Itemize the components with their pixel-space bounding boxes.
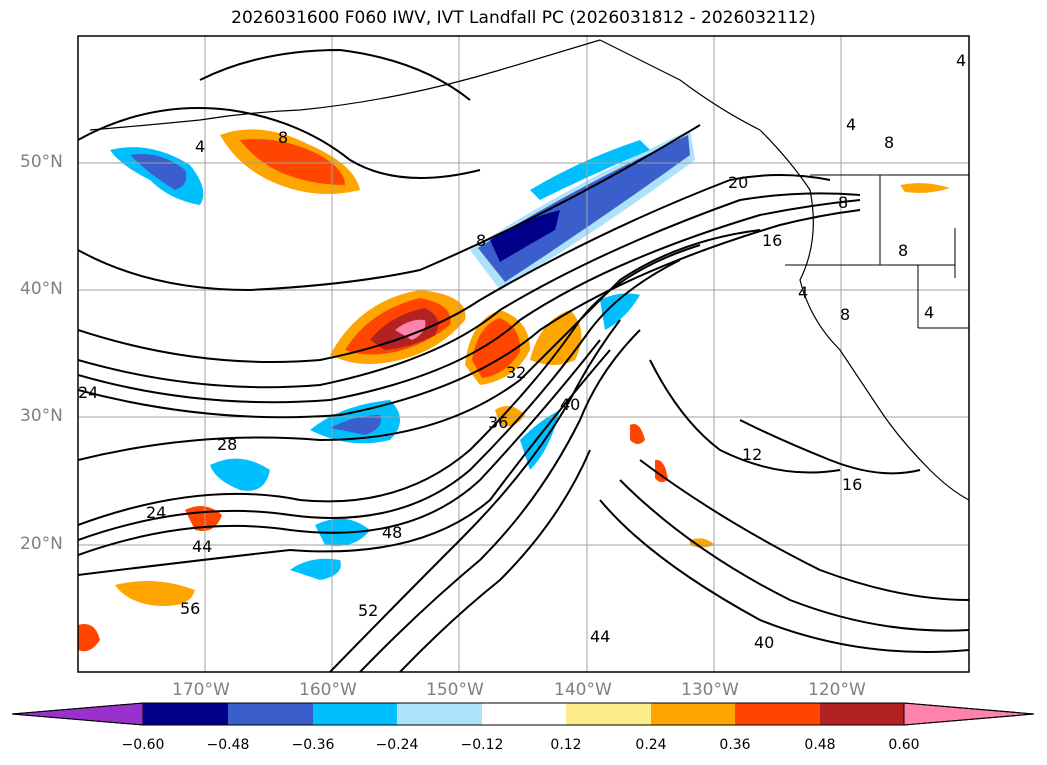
colorbar-tick-label: −0.24	[375, 737, 419, 753]
colorbar-tick-label: 0.60	[888, 737, 920, 753]
colorbar-tick-label: 0.36	[719, 737, 751, 753]
contour-label: 8	[278, 128, 288, 147]
iwv-contours	[78, 48, 969, 672]
colorbar-segment	[482, 703, 566, 725]
map-title: 2026031600 F060 IWV, IVT Landfall PC (20…	[231, 8, 816, 28]
contour-label: 8	[884, 133, 894, 152]
contour-label: 44	[192, 537, 212, 556]
lon-label: 120°W	[808, 680, 866, 700]
coastline	[89, 39, 969, 501]
contour-label: 24	[146, 503, 166, 522]
lon-label: 160°W	[299, 680, 357, 700]
contour-label: 16	[762, 231, 782, 250]
contour-label: 8	[898, 241, 908, 260]
contour-label: 4	[924, 303, 934, 322]
contour-label: 56	[180, 599, 200, 618]
colorbar-segment	[566, 703, 651, 725]
colorbar-tick-label: −0.60	[121, 737, 165, 753]
political-borders	[785, 174, 969, 329]
contour-label: 24	[78, 383, 98, 402]
lat-label: 20°N	[20, 534, 63, 554]
lon-label: 170°W	[172, 680, 230, 700]
lat-label: 40°N	[20, 279, 63, 299]
colorbar-tick-label: 0.24	[635, 737, 667, 753]
lon-label: 150°W	[426, 680, 484, 700]
colorbar-tick-label: −0.36	[291, 737, 335, 753]
contour-label: 32	[506, 363, 526, 382]
lat-label: 50°N	[20, 152, 63, 172]
colorbar-tick-label: −0.12	[460, 737, 504, 753]
colorbar-tick-label: 0.12	[550, 737, 582, 753]
colorbar	[11, 702, 1035, 726]
negative-anomaly-jet-max	[490, 210, 560, 262]
contour-label: 48	[382, 523, 402, 542]
colorbar-segment	[735, 703, 820, 725]
contour-label: 4	[798, 283, 808, 302]
contour-label: 16	[842, 475, 862, 494]
contour-label: 12	[742, 445, 762, 464]
contour-label: 36	[488, 413, 508, 432]
colorbar-segment	[143, 703, 228, 725]
contour-label: 40	[754, 633, 774, 652]
colorbar-tick-label: 0.48	[804, 737, 836, 753]
lat-label: 30°N	[20, 406, 63, 426]
contour-label: 8	[476, 231, 486, 250]
contour-label: 28	[217, 435, 237, 454]
contour-label: 40	[560, 395, 580, 414]
colorbar-segment	[651, 703, 735, 725]
negative-anomaly-jet-core	[478, 135, 690, 282]
colorbar-segment	[11, 702, 144, 726]
colorbar-segment	[397, 703, 482, 725]
contour-label: 4	[846, 115, 856, 134]
map-frame	[77, 35, 970, 673]
contour-label: 8	[838, 193, 848, 212]
contour-label: 52	[358, 601, 378, 620]
colorbar-segment	[313, 703, 397, 725]
contour-label: 20	[728, 173, 748, 192]
contour-label: 44	[590, 627, 610, 646]
colorbar-segment	[903, 702, 1035, 726]
colorbar-segment	[820, 703, 904, 725]
colorbar-segment	[228, 703, 313, 725]
contour-label: 4	[195, 137, 205, 156]
shaded-anomaly-layer	[78, 129, 950, 652]
colorbar-tick-label: −0.48	[206, 737, 250, 753]
contour-label: 8	[840, 305, 850, 324]
lon-label: 140°W	[554, 680, 612, 700]
contour-labels: 4 8 4 8 8 20 8 16 24 4 4 8 8 32 28 36 40…	[78, 51, 966, 652]
contour-label: 4	[956, 51, 966, 70]
lon-label: 130°W	[681, 680, 739, 700]
